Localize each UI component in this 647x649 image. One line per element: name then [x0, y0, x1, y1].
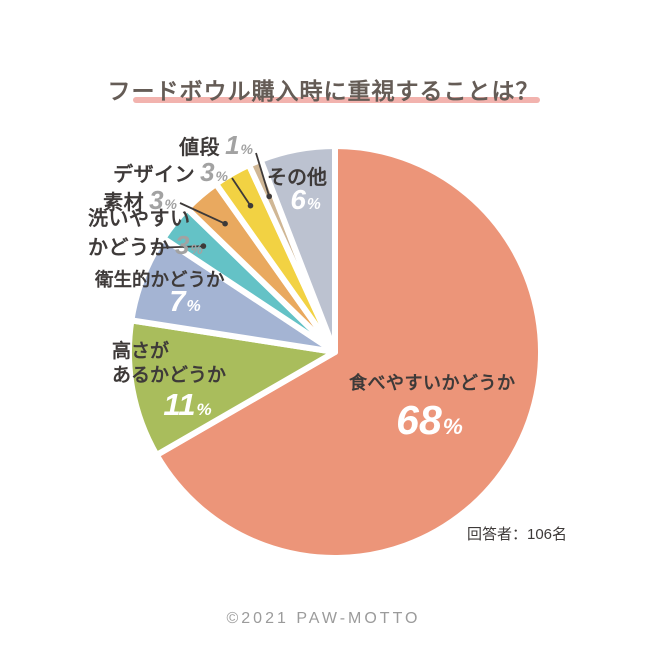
- label-material: 素材 3%: [103, 185, 177, 215]
- pie-slice-8: [257, 143, 338, 355]
- price-percent: 1%: [225, 130, 253, 160]
- leader-line-6: [231, 177, 252, 207]
- leader-dot-4: [200, 243, 207, 249]
- label-price: 値段 1%: [179, 130, 253, 160]
- label-design: デザイン 3%: [113, 157, 228, 187]
- label-hygienic: 衛生的かどうか: [95, 269, 225, 290]
- label-washable: 洗いやすい かどうか 3%: [88, 208, 203, 260]
- material-percent: 3%: [149, 185, 177, 215]
- other-percent: 6%: [290, 184, 321, 215]
- hygienic-percent: 7%: [169, 286, 201, 318]
- height-percent: 11%: [163, 387, 212, 422]
- design-percent: 3%: [200, 157, 228, 187]
- leader-line-5: [179, 202, 226, 225]
- leader-line-4: [151, 245, 204, 249]
- leader-dot-5: [222, 220, 228, 227]
- pie-slice-1: [153, 143, 544, 561]
- label-easy-to-eat: 食べやすいかどうか: [349, 373, 516, 393]
- leader-dot-6: [247, 202, 254, 209]
- washable-percent: 3%: [175, 230, 203, 260]
- label-other: その他: [267, 167, 327, 189]
- title-underline: [133, 97, 540, 103]
- label-height: 高さが あるかどうか: [112, 341, 227, 386]
- leader-line-7: [255, 152, 271, 197]
- easy-to-eat-percent: 68%: [396, 397, 463, 443]
- chart-title: フードボウル購入時に重視することは？: [107, 78, 540, 104]
- leader-dot-7: [266, 193, 273, 200]
- pie-slice-2: [125, 317, 338, 458]
- copyright-footer: ©2021 PAW-MOTTO: [226, 610, 421, 627]
- respondents-note: 回答者：106名: [467, 526, 568, 543]
